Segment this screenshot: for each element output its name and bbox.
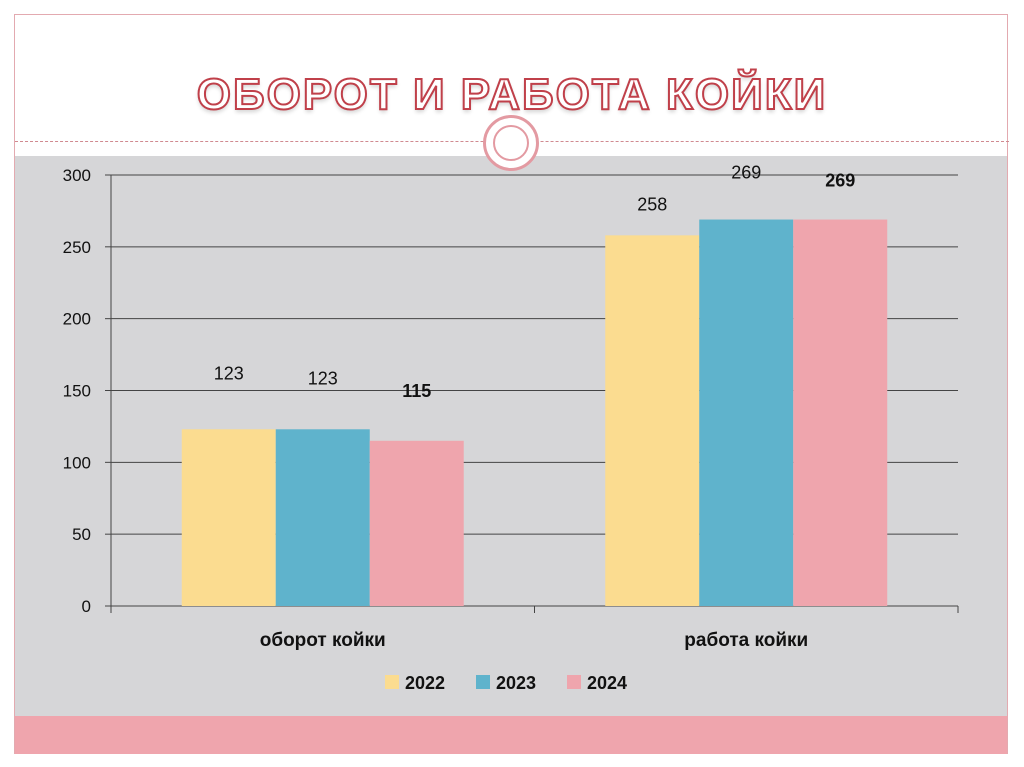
data-label: 269 — [731, 163, 761, 183]
bar-2022 — [605, 235, 700, 606]
legend-swatch — [476, 675, 490, 689]
data-label: 123 — [214, 363, 244, 383]
y-tick-label: 250 — [63, 238, 91, 257]
footer-band — [15, 716, 1007, 754]
bar-2023 — [699, 219, 794, 606]
circle-ornament-icon — [483, 115, 539, 171]
bar-2024 — [793, 219, 888, 606]
bar-2023 — [275, 429, 370, 606]
title-area: ОБОРОТ И РАБОТА КОЙКИ — [15, 15, 1009, 143]
legend-label: 2023 — [496, 673, 536, 693]
y-tick-label: 50 — [72, 525, 91, 544]
y-tick-label: 150 — [63, 382, 91, 401]
y-tick-label: 200 — [63, 310, 91, 329]
category-label: оборот койки — [260, 630, 386, 651]
bar-2022 — [181, 429, 276, 606]
legend-label: 2024 — [587, 673, 627, 693]
category-label: работа койки — [684, 630, 808, 651]
slide-title: ОБОРОТ И РАБОТА КОЙКИ — [196, 69, 828, 120]
data-label: 258 — [637, 194, 667, 214]
data-label: 269 — [825, 171, 855, 191]
legend-swatch — [567, 675, 581, 689]
data-label: 115 — [402, 381, 431, 401]
y-tick-label: 100 — [63, 453, 91, 472]
data-label: 123 — [308, 368, 338, 388]
legend-swatch — [385, 675, 399, 689]
y-tick-label: 300 — [63, 166, 91, 185]
bar-2024 — [369, 440, 464, 606]
legend-label: 2022 — [405, 673, 445, 693]
y-tick-label: 0 — [82, 597, 91, 616]
